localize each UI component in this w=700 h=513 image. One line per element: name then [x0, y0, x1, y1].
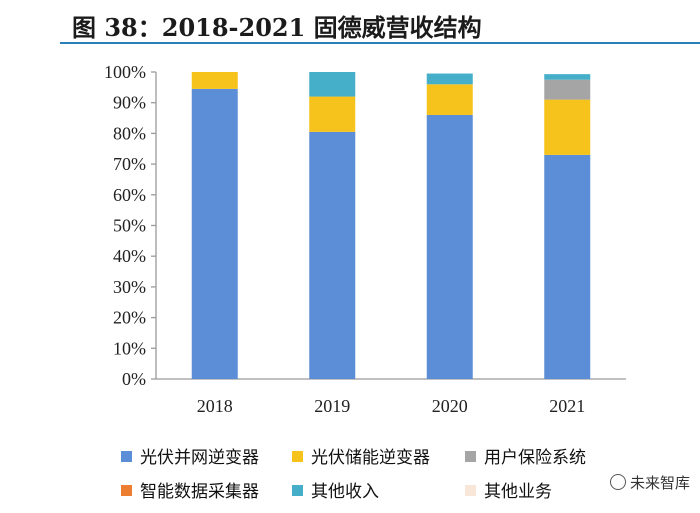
legend-label: 其他收入: [311, 482, 379, 502]
watermark-text: 未来智库: [629, 474, 690, 492]
legend-label: 其他业务: [484, 482, 552, 502]
x-tick-label: 2021: [549, 396, 585, 416]
legend-label: 光伏并网逆变器: [140, 448, 259, 468]
legend-label: 用户保险系统: [484, 448, 586, 468]
y-tick-label: 40%: [113, 246, 146, 266]
y-tick-label: 50%: [113, 216, 146, 236]
bar-segment: [191, 72, 238, 89]
legend-item: 智能数据采集器: [121, 477, 259, 502]
wechat-icon: [609, 474, 626, 490]
y-tick-label: 30%: [113, 277, 146, 297]
legend-item: 光伏储能逆变器: [292, 443, 430, 468]
y-tick-label: 100%: [104, 62, 146, 82]
bar-segment: [191, 88, 238, 379]
legend-item: 光伏并网逆变器: [121, 443, 259, 468]
legend-swatch: [292, 451, 303, 462]
legend-swatch: [121, 485, 132, 496]
stacked-bar-chart: 0% 10% 20% 30% 40% 50% 60% 70% 80% 90% 100% 2018 201…: [104, 62, 626, 416]
bar-segment: [426, 73, 473, 85]
chart-title: 图 38：2018-2021 固德威营收结构: [72, 13, 482, 42]
legend-swatch: [465, 451, 476, 462]
watermark: 未来智库: [609, 472, 690, 493]
x-tick-label: 2018: [197, 396, 233, 416]
legend-item: 其他收入: [292, 477, 379, 502]
bar-segment: [426, 114, 473, 379]
y-tick-label: 80%: [113, 123, 146, 143]
bar-segment: [309, 131, 356, 379]
bar-segment: [544, 99, 591, 155]
y-tick-label: 20%: [113, 308, 146, 328]
bar-segment: [309, 72, 356, 97]
legend-swatch: [292, 485, 303, 496]
y-tick-label: 0%: [122, 369, 146, 389]
bar-segment: [544, 154, 591, 379]
y-tick-label: 10%: [113, 338, 146, 358]
bar-segment: [544, 79, 591, 100]
bar-segment: [426, 84, 473, 115]
legend-label: 光伏储能逆变器: [311, 448, 430, 468]
x-tick-label: 2019: [314, 396, 350, 416]
bar-segment: [309, 96, 356, 132]
bar-segment: [544, 74, 591, 80]
legend-swatch: [121, 451, 132, 462]
legend-item: 用户保险系统: [465, 443, 586, 468]
legend-item: 其他业务: [465, 477, 552, 502]
title-underline: [60, 42, 700, 44]
x-tick-label: 2020: [432, 396, 468, 416]
y-tick-label: 90%: [113, 93, 146, 113]
legend-swatch: [465, 485, 476, 496]
legend-label: 智能数据采集器: [140, 482, 259, 502]
y-tick-label: 70%: [113, 154, 146, 174]
y-tick-label: 60%: [113, 185, 146, 205]
